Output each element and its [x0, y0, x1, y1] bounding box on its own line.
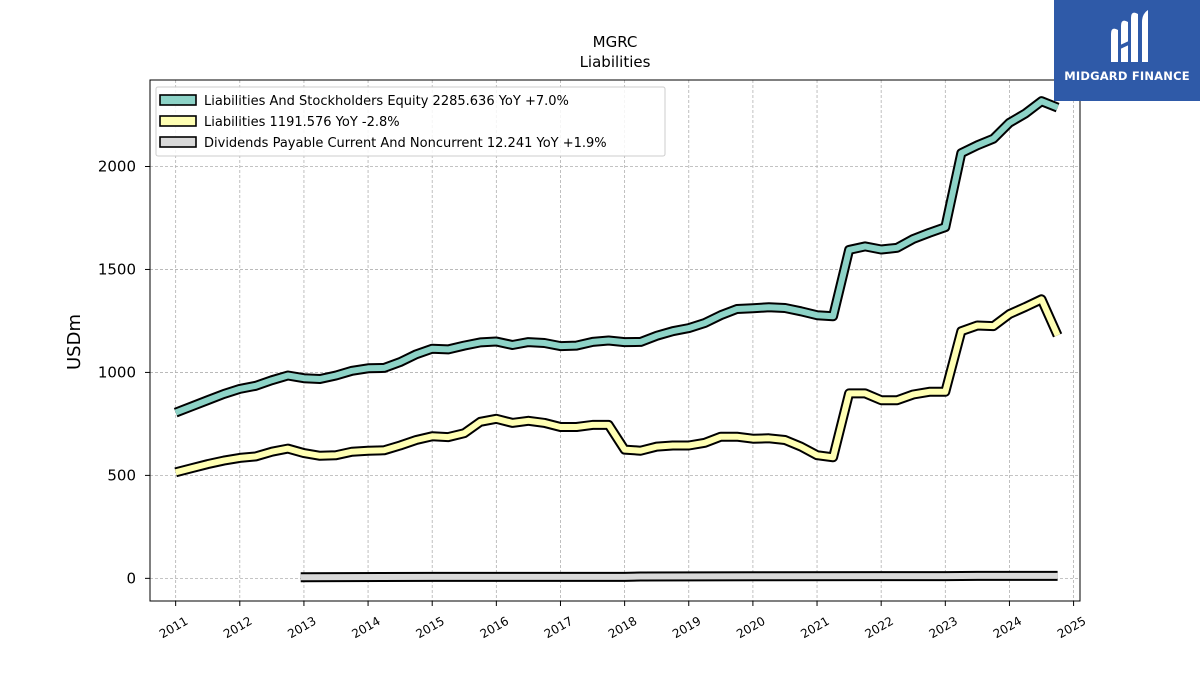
x-tick-label: 2022 [862, 614, 895, 641]
chart-title: MGRC [593, 33, 638, 51]
x-tick-label: 2011 [157, 614, 190, 641]
x-tick-label: 2023 [927, 614, 960, 641]
x-tick-label: 2012 [221, 614, 254, 641]
x-tick-label: 2017 [542, 614, 575, 641]
legend-swatch [159, 136, 197, 148]
y-tick-label: 500 [107, 466, 136, 484]
series-line-1 [173, 96, 1060, 418]
midgard-logo-icon [1111, 10, 1148, 63]
x-tick-label: 2021 [798, 614, 831, 641]
y-axis-label: USDm [64, 314, 85, 370]
legend-box [155, 86, 666, 157]
x-tick-label: 2025 [1055, 614, 1088, 641]
legend-swatch [159, 115, 197, 127]
legend-label: Liabilities And Stockholders Equity 2285… [204, 94, 569, 109]
series-fill [174, 296, 1061, 476]
y-tick-label: 0 [126, 569, 136, 587]
y-tick-label: 1500 [98, 260, 136, 278]
x-tick-label: 2013 [285, 614, 318, 641]
x-tick-label: 2018 [606, 614, 639, 641]
plot-frame [149, 79, 1081, 602]
x-tick-label: 2024 [991, 614, 1024, 641]
brand-name: MIDGARD FINANCE [1064, 69, 1190, 83]
series-fill [300, 572, 1058, 581]
series-fill [174, 98, 1059, 416]
series-layer [173, 96, 1063, 583]
y-tick-label: 2000 [98, 157, 136, 175]
chart-subtitle: Liabilities [580, 53, 651, 71]
brand-logo: MIDGARD FINANCE [1054, 0, 1200, 101]
x-tick-label: 2016 [478, 614, 511, 641]
x-tick-label: 2019 [670, 614, 703, 641]
y-tick-label: 1000 [98, 363, 136, 381]
series-line-3 [300, 570, 1058, 583]
legend-label: Liabilities 1191.576 YoY -2.8% [204, 115, 400, 130]
series-line-2 [174, 294, 1063, 478]
legend-label: Dividends Payable Current And Noncurrent… [204, 136, 607, 151]
legend-swatch [159, 94, 197, 106]
x-tick-label: 2015 [413, 614, 446, 641]
y-axis: 0 500 1000 1500 2000 [98, 157, 150, 587]
x-axis: 2011 2012 2013 2014 2015 2016 2017 2018 2019 2020… [157, 601, 1088, 641]
series-outline [174, 294, 1063, 478]
x-tick-label: 2020 [734, 614, 767, 641]
legend: Liabilities And Stockholders Equity 2285… [155, 86, 666, 157]
x-tick-label: 2014 [349, 614, 382, 641]
